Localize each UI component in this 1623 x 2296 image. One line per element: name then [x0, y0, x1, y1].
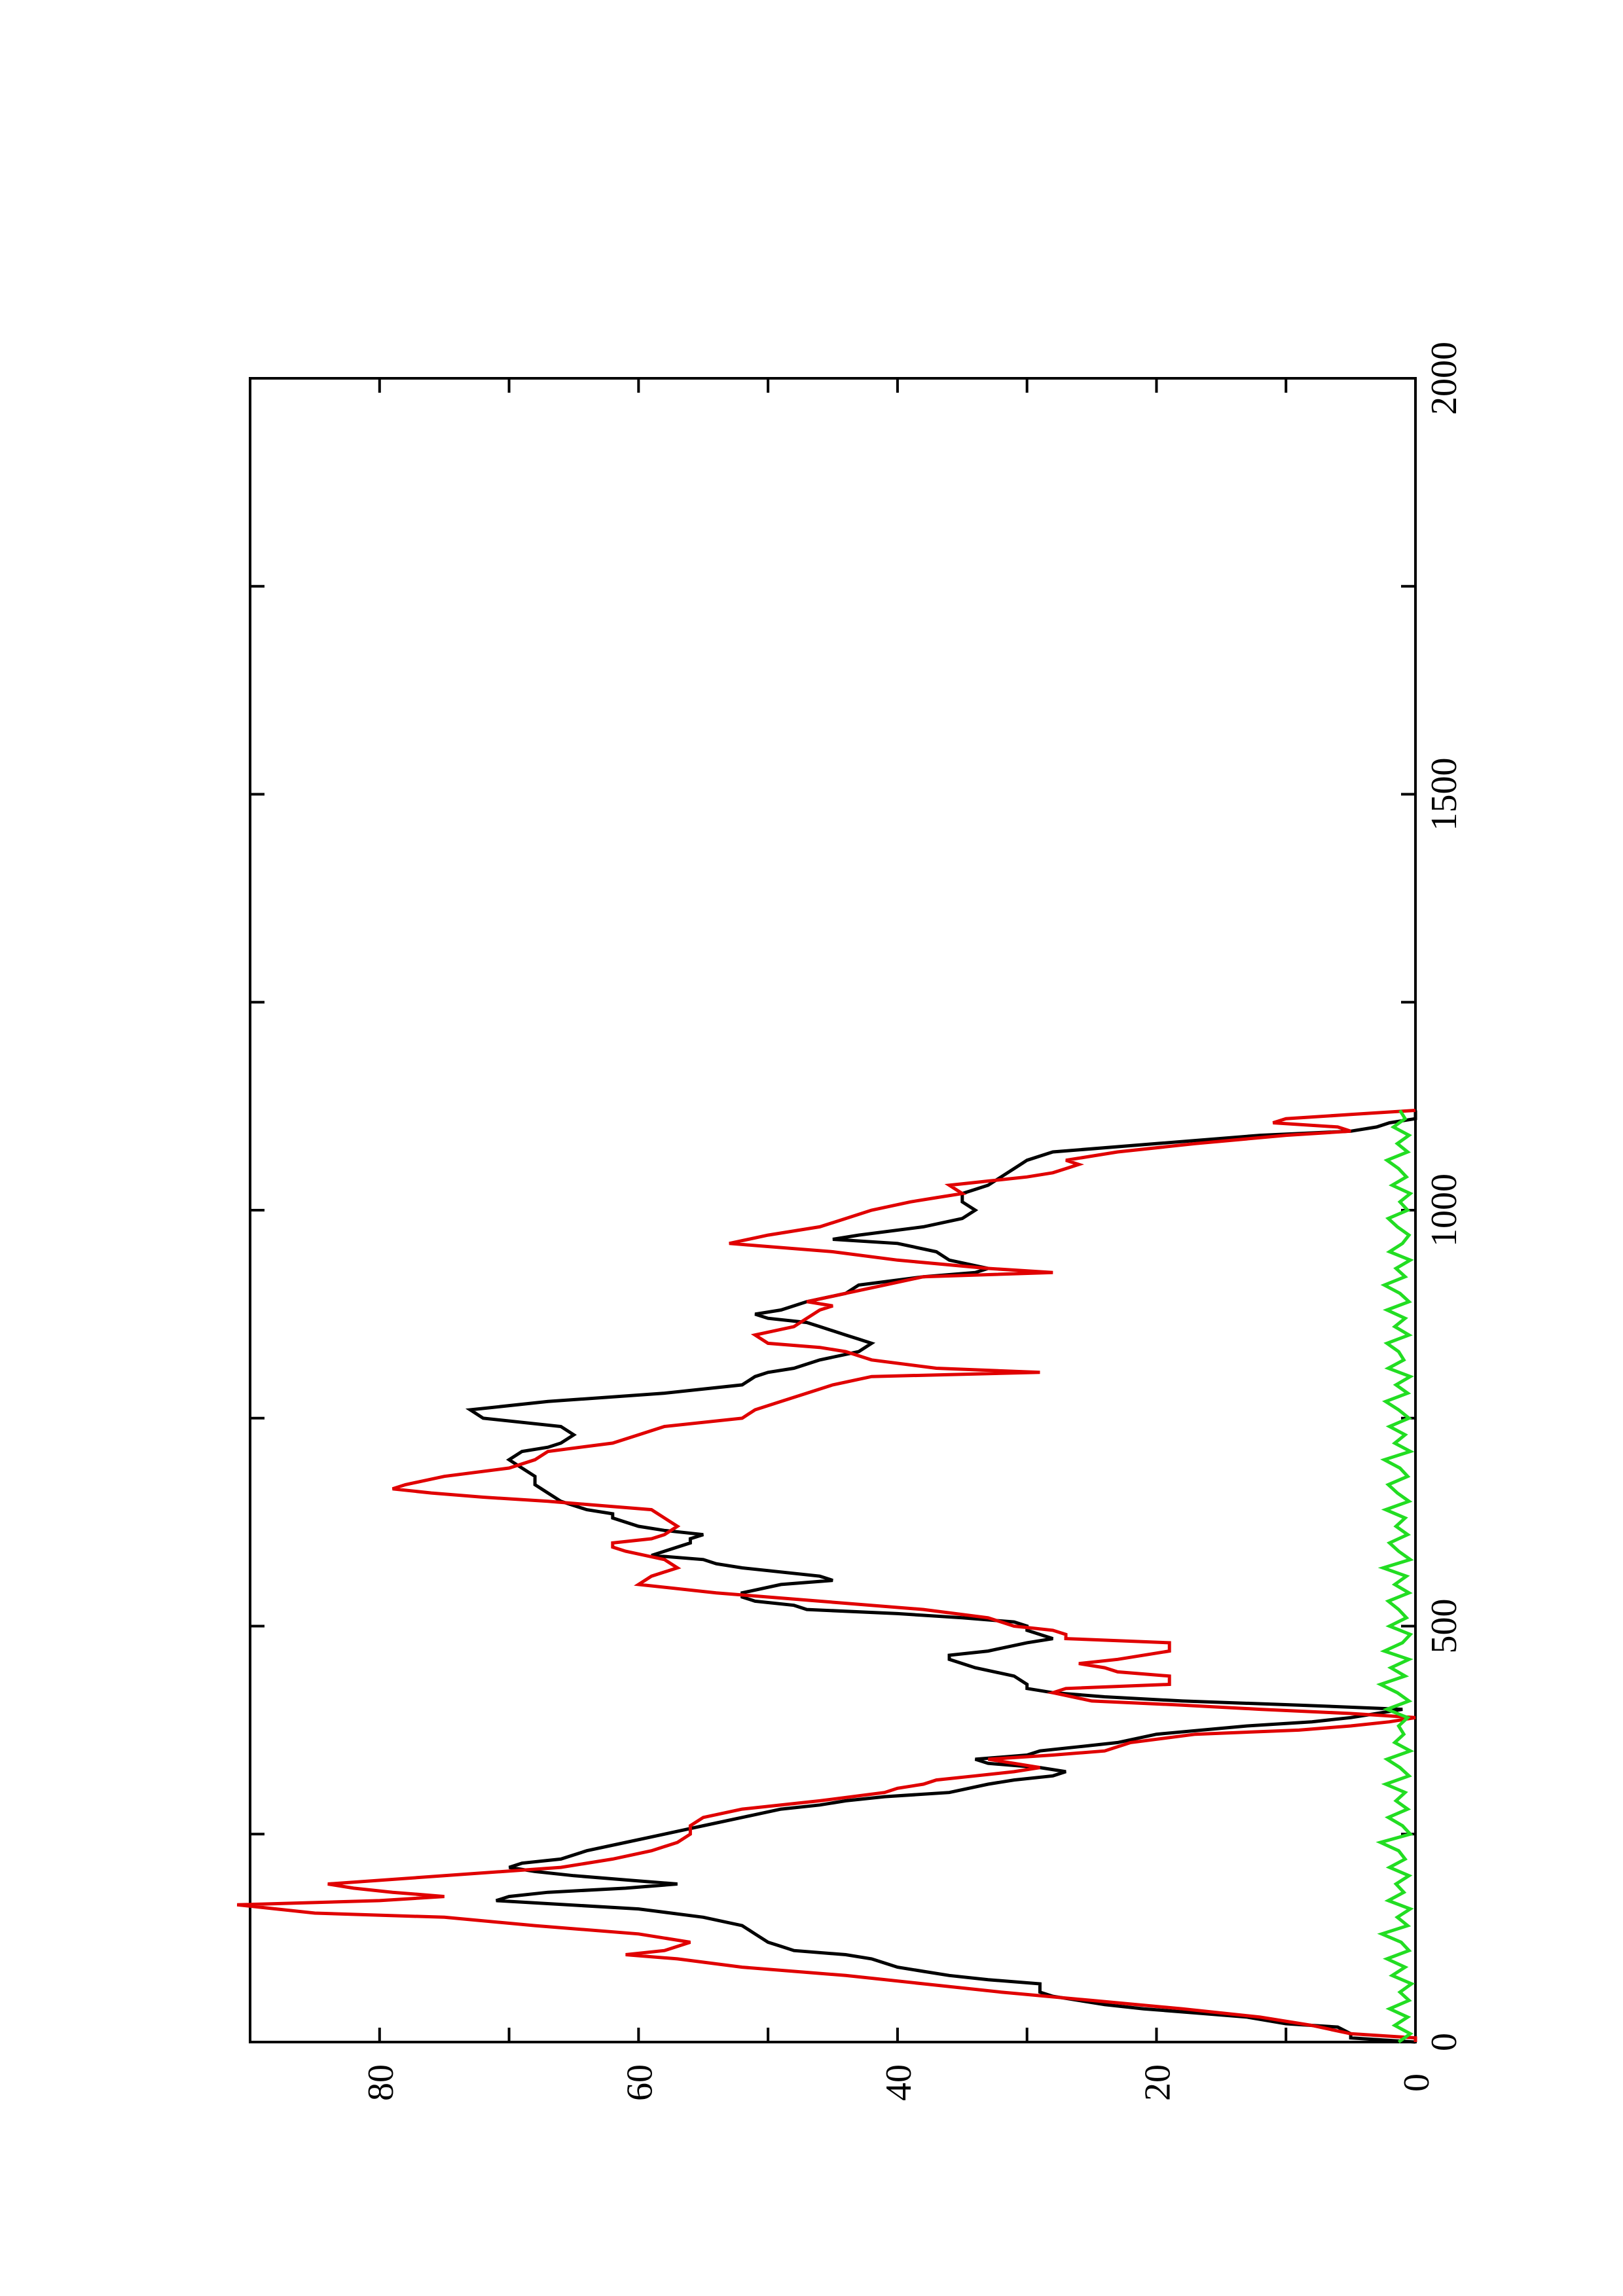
plot-frame — [249, 377, 1417, 2043]
x-tick-label: 1000 — [1424, 1174, 1465, 1247]
x-tick-label: 500 — [1424, 1599, 1465, 1654]
y-tick-label: 0 — [1396, 2073, 1437, 2092]
series-line-1 — [465, 1110, 1417, 2044]
x-tick-label: 1500 — [1424, 758, 1465, 831]
y-tick-label: 80 — [361, 2064, 401, 2101]
series-line-2 — [236, 1109, 1417, 2042]
axis-tick-labels: 0 500 1000 1500 2000 0 20 40 60 80 — [361, 342, 1465, 2101]
y-tick-label: 20 — [1137, 2064, 1178, 2101]
x-tick-label: 0 — [1424, 2033, 1465, 2051]
y-tick-label: 60 — [619, 2064, 660, 2101]
y-tick-label: 40 — [879, 2064, 919, 2101]
x-tick-label: 2000 — [1424, 342, 1465, 415]
series-line-3 — [1376, 1109, 1415, 2044]
series-layer — [236, 1109, 1417, 2044]
axis-ticks — [249, 377, 1417, 2043]
